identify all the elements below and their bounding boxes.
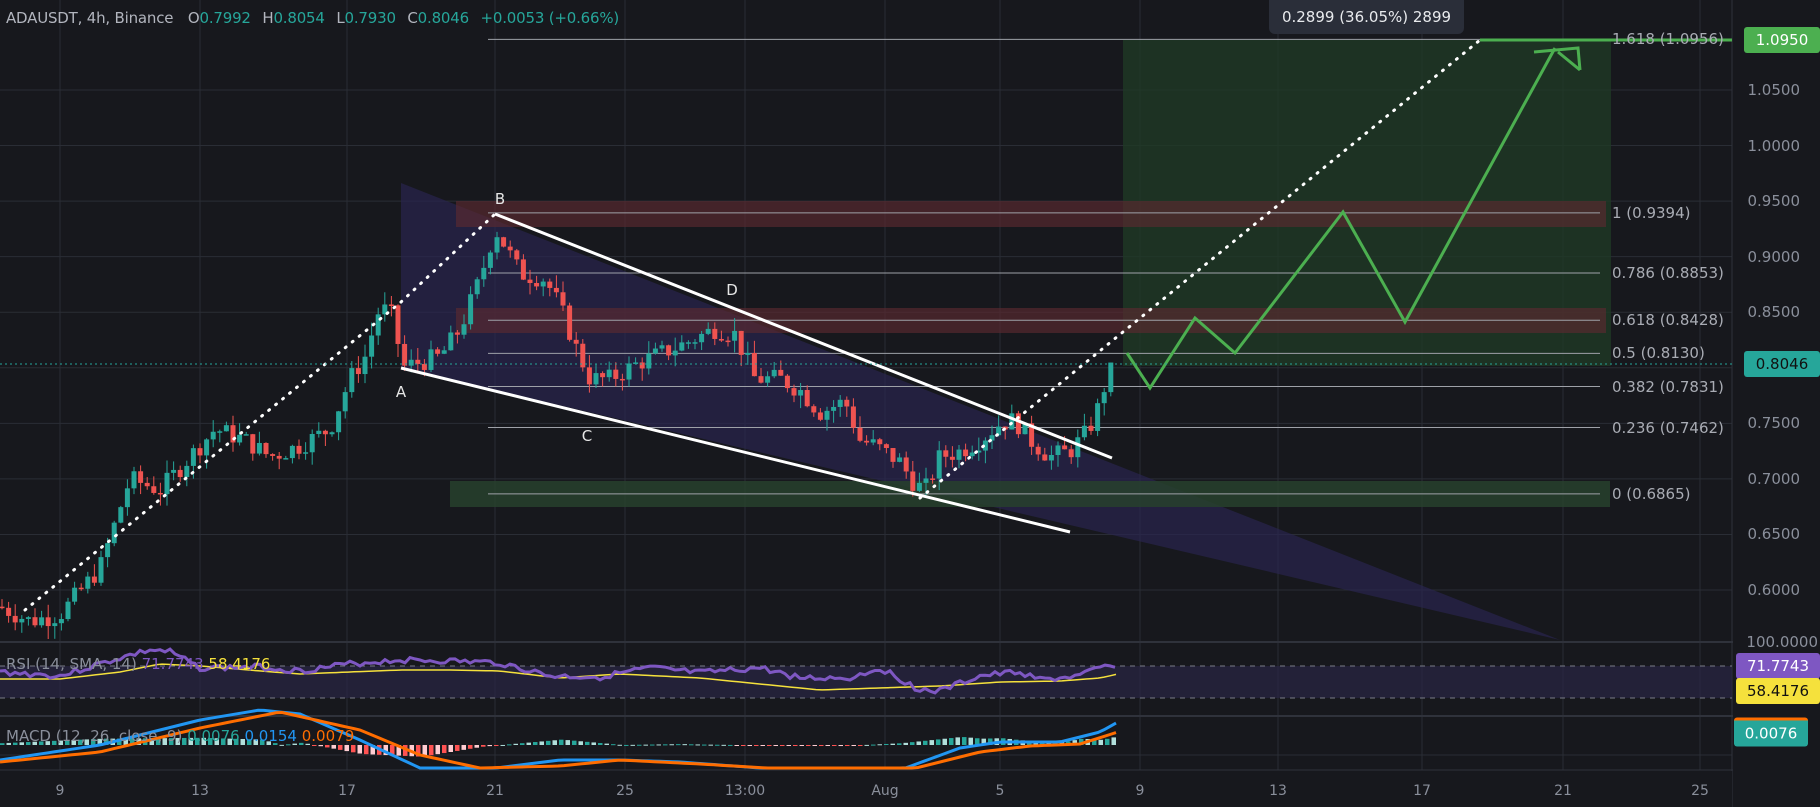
macd-signal-value: 0.0079 <box>301 727 355 745</box>
macd-signal-line <box>0 710 1117 770</box>
time-tick: Aug <box>871 783 899 799</box>
fib-level-label: 0.618 (0.8428) <box>1612 311 1724 330</box>
time-tick: 25 <box>616 783 634 799</box>
high-value: 0.8054 <box>273 9 325 27</box>
point-a-label: A <box>395 383 407 401</box>
rsi-sma-value: 58.4176 <box>208 655 271 673</box>
low-label: L <box>336 9 345 27</box>
price-tick: 1.0500 <box>1747 81 1801 99</box>
rsi-axis-top: 100.0000 <box>1746 633 1818 651</box>
close-value: 0.8046 <box>417 9 469 27</box>
symbol-title[interactable]: ADAUSDT, 4h, Binance <box>6 9 174 27</box>
rsi-legend[interactable]: RSI (14, SMA, 14) 71.7743 58.4176 <box>6 655 270 673</box>
fib-level-label: 0.382 (0.7831) <box>1612 377 1724 396</box>
time-tick: 21 <box>1554 783 1572 799</box>
projection-arrow-icon <box>1557 50 1581 72</box>
fib-level-label: 0.236 (0.7462) <box>1612 418 1724 437</box>
fib-level-label: 1.618 (1.0956) <box>1612 30 1724 49</box>
macd-line <box>0 708 1117 770</box>
macd-hist-value: 0.0076 <box>187 727 240 745</box>
wedge-upper-line[interactable] <box>494 212 1113 460</box>
time-tick: 13:00 <box>724 783 766 799</box>
wedge-shading <box>401 183 1560 640</box>
time-tick: 13 <box>191 783 209 799</box>
price-tick: 0.9000 <box>1747 247 1801 266</box>
point-d-label: D <box>726 281 738 299</box>
time-tick: 21 <box>486 783 504 799</box>
close-label: C <box>407 9 418 27</box>
time-tick: 9 <box>55 783 65 799</box>
high-label: H <box>262 9 274 27</box>
rsi-title: RSI (14, SMA, 14) <box>6 655 137 673</box>
fib-level-label: 0 (0.6865) <box>1612 484 1691 503</box>
fib-retracement-lines[interactable] <box>488 38 1600 495</box>
dotted-trend-line-1[interactable] <box>23 212 497 612</box>
time-axis[interactable] <box>0 771 1732 807</box>
change-value: +0.0053 (+0.66%) <box>480 9 620 27</box>
rsi-value: 71.7743 <box>141 655 204 673</box>
macd-legend[interactable]: MACD (12, 26, close, 9) 0.0076 0.0154 0.… <box>6 727 354 745</box>
target-price-tag: 1.0950 <box>1744 27 1820 53</box>
macd-value-tag: 0.0076 <box>1734 717 1808 747</box>
point-c-label: C <box>581 427 593 445</box>
macd-title: MACD (12, 26, close, 9) <box>6 727 183 745</box>
projection-path[interactable] <box>1125 47 1557 391</box>
candlesticks <box>0 231 1114 639</box>
low-value: 0.7930 <box>344 9 396 27</box>
time-tick: 13 <box>1269 783 1287 799</box>
price-tick: 0.7500 <box>1747 414 1801 433</box>
macd-line-value: 0.0154 <box>244 727 297 745</box>
time-tick: 17 <box>1413 783 1431 799</box>
price-tick: 0.6500 <box>1747 525 1801 544</box>
price-tick: 0.8500 <box>1747 303 1801 322</box>
symbol-legend: ADAUSDT, 4h, Binance O0.7992 H0.8054 L0.… <box>6 9 626 27</box>
rsi-value-tag: 71.7743 <box>1736 653 1820 679</box>
dotted-trend-line-2[interactable] <box>918 38 1482 500</box>
open-label: O <box>187 9 200 27</box>
price-tick: 0.6000 <box>1747 580 1801 599</box>
point-b-label: B <box>494 190 506 208</box>
time-tick: 25 <box>1691 783 1709 799</box>
open-value: 0.7992 <box>199 9 251 27</box>
price-tick: 0.7000 <box>1747 469 1801 488</box>
time-tick: 5 <box>995 783 1005 799</box>
resistance-zone-1 <box>456 201 1606 227</box>
rsi-sma-tag: 58.4176 <box>1736 678 1820 704</box>
measure-tooltip: 0.2899 (36.05%) 2899 <box>1269 0 1464 34</box>
rsi-line <box>0 647 1116 695</box>
fib-level-label: 0.5 (0.8130) <box>1612 344 1705 363</box>
last-price-tag: 0.8046 <box>1744 351 1820 377</box>
fib-level-label: 1 (0.9394) <box>1612 203 1691 222</box>
time-tick: 9 <box>1135 783 1145 799</box>
fib-level-label: 0.786 (0.8853) <box>1612 263 1724 282</box>
wedge-lower-line[interactable] <box>400 366 1071 534</box>
price-tick: 0.9500 <box>1747 192 1801 211</box>
price-tick: 1.0000 <box>1747 136 1801 155</box>
arrow-head-icon <box>1533 46 1582 71</box>
time-tick: 17 <box>338 783 356 799</box>
